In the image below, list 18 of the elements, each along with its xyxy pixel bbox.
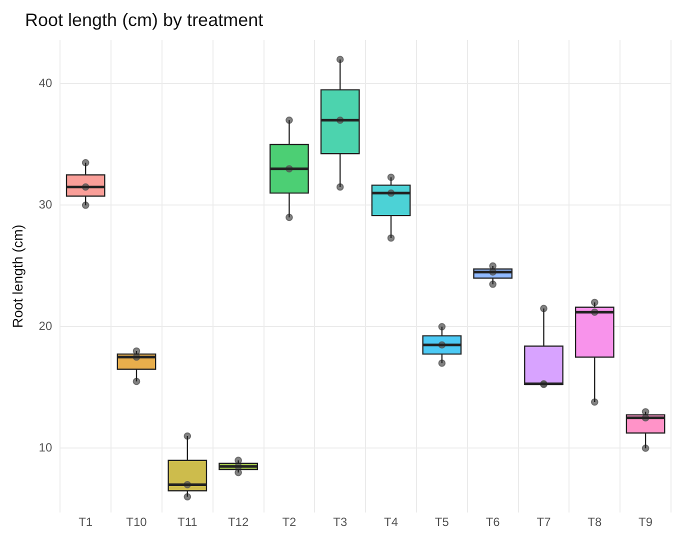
x-tick-label: T6 bbox=[486, 515, 500, 530]
y-tick-label: 10 bbox=[38, 440, 52, 455]
x-tick-label: T12 bbox=[228, 515, 249, 530]
x-tick-label: T11 bbox=[178, 515, 198, 530]
x-tick-label: T2 bbox=[282, 515, 297, 530]
x-tick-label: T9 bbox=[638, 515, 653, 530]
y-tick-label: 20 bbox=[38, 319, 52, 334]
x-tick-label: T4 bbox=[384, 515, 398, 530]
x-tick-label: T10 bbox=[126, 515, 148, 530]
y-tick-label: 30 bbox=[38, 198, 52, 212]
x-tick-label: T3 bbox=[333, 515, 348, 530]
x-tick-label: T7 bbox=[536, 515, 552, 530]
y-tick-label: 40 bbox=[38, 76, 52, 90]
chart-title: Root length (cm) by treatment bbox=[25, 10, 264, 31]
x-tick-label: T8 bbox=[588, 515, 602, 530]
x-tick-label: T5 bbox=[434, 515, 450, 530]
x-tick-label: T1 bbox=[78, 515, 93, 530]
y-axis-title: Root length (cm) bbox=[9, 224, 26, 328]
